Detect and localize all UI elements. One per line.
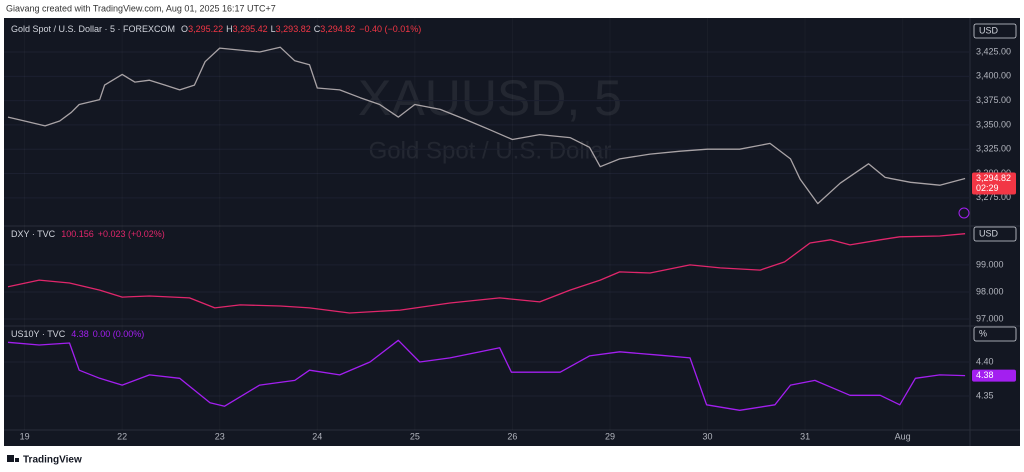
legend-key: L: [271, 24, 276, 34]
last-price-text: 3,294.82: [976, 173, 1011, 183]
logo-mark: [15, 458, 19, 462]
legend-value: 3,295.42: [233, 24, 268, 34]
y-tick-label: 97.000: [976, 313, 1004, 323]
legend: DXY · TVC 100.156 +0.023 (+0.02%): [11, 229, 165, 239]
chart-area: [4, 18, 1020, 446]
y-tick-label: 99.000: [976, 259, 1004, 269]
x-tick-label: 29: [605, 431, 615, 441]
unit-box: [973, 326, 1017, 342]
legend-key: C: [314, 24, 321, 34]
y-tick-label: 3,325.00: [976, 144, 1011, 154]
y-tick-label: 3,275.00: [976, 192, 1011, 202]
legend: Gold Spot / U.S. Dollar · 5 · FOREXCOM O3…: [11, 24, 421, 34]
legend-value: 3,295.22: [188, 24, 223, 34]
legend-key: O: [181, 24, 188, 34]
unit-box: [973, 226, 1017, 242]
y-tick-label: 98.000: [976, 286, 1004, 296]
last-price-text: 4.38: [976, 370, 994, 380]
x-tick-label: 26: [507, 431, 517, 441]
unit-label: USD: [979, 228, 999, 238]
legend-title: DXY · TVC: [11, 229, 56, 239]
x-tick-label: 31: [800, 431, 810, 441]
x-tick-label: 23: [215, 431, 225, 441]
legend-change: +0.023 (+0.02%): [98, 229, 165, 239]
footer-brand: TradingView: [23, 455, 82, 466]
unit-label: %: [979, 328, 987, 338]
legend-title: US10Y · TVC: [11, 329, 66, 339]
y-tick-label: 3,375.00: [976, 95, 1011, 105]
legend-change: 0.00 (0.00%): [93, 329, 145, 339]
legend-value: 3,293.82: [276, 24, 311, 34]
legend-key: H: [226, 24, 233, 34]
y-tick-label: 4.40: [976, 356, 994, 366]
legend: US10Y · TVC 4.38 0.00 (0.00%): [11, 329, 144, 339]
price-line: [7, 233, 966, 314]
last-price-label: [972, 172, 1016, 195]
unit-label: USD: [979, 25, 999, 35]
last-price-label: [972, 369, 1016, 382]
countdown: 02:29: [976, 183, 999, 193]
x-tick-label: 22: [117, 431, 127, 441]
y-tick-label: 3,425.00: [976, 46, 1011, 56]
tradingview-logo: TradingView: [7, 455, 82, 466]
price-line: [7, 46, 966, 205]
legend-title: Gold Spot / U.S. Dollar · 5 · FOREXCOM: [11, 24, 175, 34]
legend-value: 3,294.82: [320, 24, 355, 34]
x-tick-label: 30: [703, 431, 713, 441]
legend-value: 4.38: [71, 329, 89, 339]
unit-box: [973, 23, 1017, 39]
x-tick-label: 19: [20, 431, 30, 441]
legend-value: 100.156: [61, 229, 94, 239]
y-tick-label: 3,400.00: [976, 71, 1011, 81]
y-tick-label: 4.35: [976, 390, 994, 400]
watermark: Gold Spot / U.S. Dollar: [369, 137, 612, 164]
header: Giavang created with TradingView.com, Au…: [6, 3, 276, 13]
legend-change: −0.40 (−0.01%): [359, 24, 421, 34]
watermark: XAUUSD, 5: [358, 70, 622, 126]
y-tick-label: 3,350.00: [976, 119, 1011, 129]
chart-alert-icon[interactable]: [958, 207, 970, 219]
price-line: [7, 339, 966, 411]
icon[interactable]: [958, 207, 970, 219]
x-tick-label: 25: [410, 431, 420, 441]
x-tick-label: 24: [312, 431, 322, 441]
x-tick-label: Aug: [895, 431, 911, 441]
logo-mark: [7, 455, 14, 462]
